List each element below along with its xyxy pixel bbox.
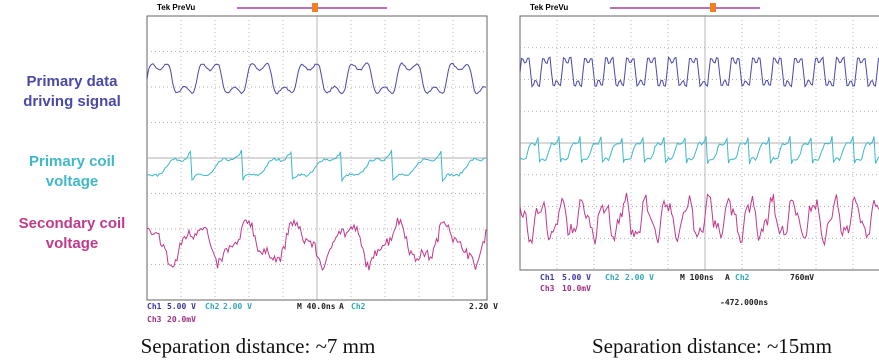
readout: 2.00 V xyxy=(223,302,252,311)
oscilloscope: Tek PreVu 1 2 3 Ch1 5.00 V Ch2 2.00 V M 100ns A Ch… xyxy=(512,3,879,307)
readout: M 100ns xyxy=(680,273,714,282)
scope-header: Tek PreVu xyxy=(530,3,568,12)
channel-marker: 2 xyxy=(139,162,144,172)
trigger-marker xyxy=(710,3,716,12)
figure: Primary data driving signal Primary coil vo… xyxy=(0,0,879,363)
readout: 5.00 V xyxy=(167,302,196,311)
readout: A xyxy=(725,273,730,282)
channel-marker: 1 xyxy=(139,73,144,83)
readout: 2.00 V xyxy=(625,273,654,282)
caption: Separation distance: ~7 mm xyxy=(141,334,376,358)
readout: 20.0mV xyxy=(167,315,196,324)
readout: 5.00 V xyxy=(562,273,591,282)
scope-header: Tek PreVu xyxy=(157,3,195,12)
channel-label: driving signal xyxy=(23,93,121,110)
readout: Ch2 xyxy=(605,273,620,282)
readout: 10.0mV xyxy=(562,284,591,293)
channel-label: Secondary coil xyxy=(19,215,126,232)
readout: Ch1 xyxy=(147,302,162,311)
channel-marker: 2 xyxy=(512,146,517,156)
readout: 760mV xyxy=(790,273,814,282)
channel-label: Primary data xyxy=(27,73,119,90)
readout: Ch1 xyxy=(540,273,555,282)
readout: 2.20 V xyxy=(469,302,498,311)
readout: Ch3 xyxy=(147,315,162,324)
readout: A xyxy=(339,302,344,311)
channel-marker: 1 xyxy=(512,67,517,77)
channel-label: voltage xyxy=(46,235,99,252)
readout: Ch2 xyxy=(205,302,220,311)
trigger-marker xyxy=(312,3,318,12)
readout: Ch2 xyxy=(735,273,750,282)
readout: Ch3 xyxy=(540,284,555,293)
readout: -472.000ns xyxy=(720,298,768,307)
channel-marker: 3 xyxy=(139,238,144,248)
channel-label: Primary coil xyxy=(29,153,115,170)
channel-label: voltage xyxy=(46,173,99,190)
caption: Separation distance: ~15mm xyxy=(592,334,832,358)
readout: M 40.0ns xyxy=(297,302,336,311)
channel-marker: 3 xyxy=(512,214,517,224)
readout: Ch2 xyxy=(351,302,366,311)
